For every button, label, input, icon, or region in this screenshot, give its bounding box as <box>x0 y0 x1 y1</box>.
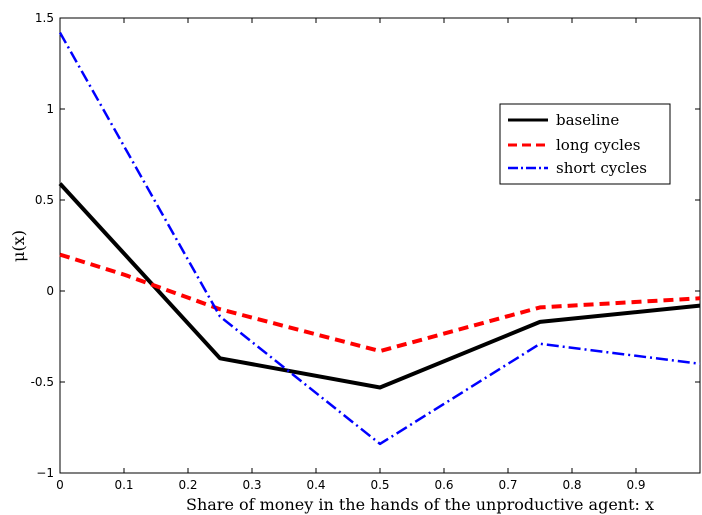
plot-frame <box>59 17 701 474</box>
y-tick-label: 0.5 <box>35 193 54 207</box>
y-tick-label: −1 <box>36 466 54 480</box>
series-line-long-cycles <box>59 252 701 354</box>
series-line-baseline <box>58 182 701 390</box>
x-tick-label: 0.9 <box>626 478 645 492</box>
legend-label-baseline: baseline <box>556 111 619 129</box>
x-tick-label: 0.1 <box>114 478 133 492</box>
y-axis-label: μ(x) <box>9 230 28 262</box>
series-line-short-cycles <box>58 31 701 446</box>
x-axis-ticks: 0 0.1 0.2 0.3 0.4 0.5 0.6 0.7 0.8 0.9 <box>56 18 646 492</box>
legend-label-long-cycles: long cycles <box>556 136 641 154</box>
legend: baseline long cycles short cycles <box>499 103 671 185</box>
x-tick-label: 0.8 <box>562 478 581 492</box>
y-tick-label: 0 <box>46 284 54 298</box>
x-tick-label: 0.5 <box>370 478 389 492</box>
y-axis-ticks: −1 -0.5 0 0.5 1 1.5 <box>31 11 700 480</box>
y-tick-label: 1 <box>46 102 54 116</box>
y-tick-label: -0.5 <box>31 375 54 389</box>
x-tick-label: 0.4 <box>306 478 325 492</box>
x-tick-label: 0.3 <box>242 478 261 492</box>
series-lines <box>58 31 701 446</box>
x-tick-label: 0.2 <box>178 478 197 492</box>
x-tick-label: 0.7 <box>498 478 517 492</box>
y-tick-label: 1.5 <box>35 11 54 25</box>
legend-label-short-cycles: short cycles <box>556 159 647 177</box>
x-axis-label: Share of money in the hands of the unpro… <box>186 495 654 514</box>
x-tick-label: 0 <box>56 478 64 492</box>
x-tick-label: 0.6 <box>434 478 453 492</box>
